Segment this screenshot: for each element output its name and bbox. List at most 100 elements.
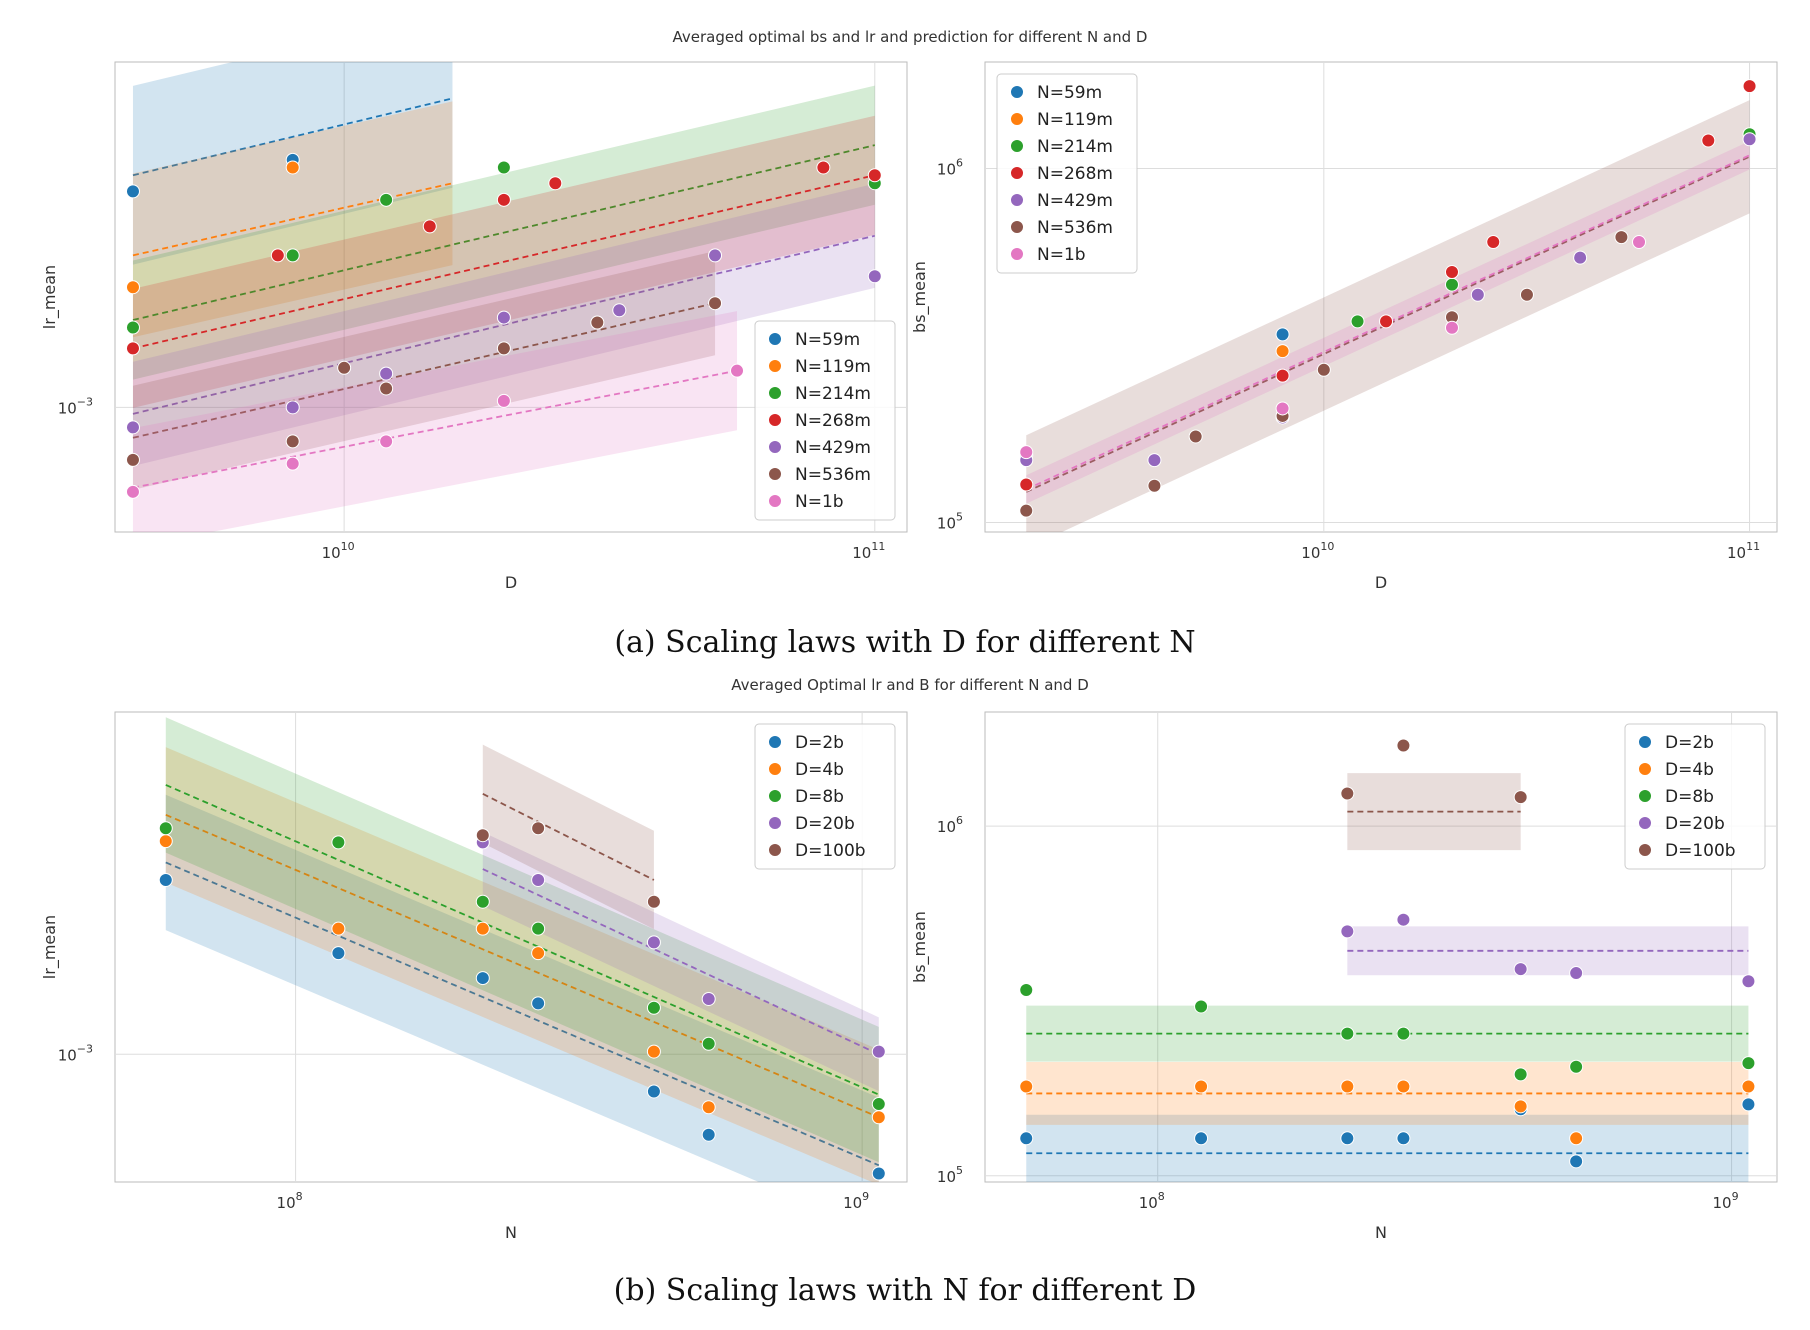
x-tick-label: 1010 [1301,540,1334,562]
data-point-N=536m [285,434,300,449]
legend-frame [1624,723,1766,870]
fit-line-D=100b [482,793,655,881]
data-point-D=4b [1340,1079,1355,1094]
data-point-D=100b [1513,790,1528,805]
data-point-N=429m [708,248,723,263]
data-point-D=100b [646,894,661,909]
data-point-N=536m [125,452,140,467]
confidence-band-D=2b [1026,1114,1749,1182]
legend-frame [996,73,1138,274]
data-point-N=536m [1316,362,1331,377]
data-point-D=20b [1741,974,1756,989]
data-point-D=2b [1396,1131,1411,1146]
legend-label: D=20b [795,814,855,834]
legend-marker [1010,112,1024,126]
plot-marks [158,717,886,1182]
caption-a: (a) Scaling laws with D for different N [614,625,1195,660]
data-point-N=214m [1444,277,1459,292]
data-point-D=4b [1741,1079,1756,1094]
data-point-D=8b [158,821,173,836]
legend-marker [768,762,782,776]
data-point-D=20b [1396,912,1411,927]
data-point-D=4b [475,921,490,936]
data-point-N=536m [1614,230,1629,245]
data-point-D=2b [158,872,173,887]
data-point-N=214m [125,320,140,335]
legend-label: N=268m [1037,164,1113,184]
y-axis-label: bs_mean [910,911,930,983]
data-point-N=1b [1444,320,1459,335]
legend-label: D=4b [1665,760,1714,780]
data-point-D=8b [1513,1067,1528,1082]
legend-label: N=429m [795,438,871,458]
fit-line-N=268m [132,174,875,350]
data-point-N=214m [496,160,511,175]
data-point-N=268m [1275,368,1290,383]
data-point-D=20b [701,991,716,1006]
chart-b-right: 108 109 105 106 Nbs_mean D=2b D=4b D=8b D=20b D=1… [910,711,1778,1242]
legend-marker [1638,843,1652,857]
data-point-D=8b [1340,1026,1355,1041]
data-point-N=429m [1147,453,1162,468]
legend-label: D=100b [1665,841,1736,861]
data-point-N=268m [816,160,831,175]
chart-panels: 1010 1011 10−3 Dlr_mean N=59m N=119m N=214m N=2… [40,61,1778,1242]
data-point-D=20b [1569,966,1584,981]
data-point-N=429m [125,420,140,435]
confidence-band-D=8b [165,717,879,1163]
y-tick-label: 105 [937,510,963,532]
top-figure-title: Averaged optimal bs and lr and predictio… [673,28,1148,46]
legend-marker [768,386,782,400]
x-tick-label: 109 [1713,1190,1739,1212]
legend-label: D=20b [1665,814,1725,834]
legend-label: D=2b [1665,733,1714,753]
x-tick-label: 109 [843,1190,869,1212]
legend-label: N=536m [1037,218,1113,238]
confidence-band-D=20b [482,832,879,1092]
fit-line-N=429m [132,234,876,415]
data-point-D=8b [331,835,346,850]
legend: N=59m N=119m N=214m N=268m N=429m N=536m N=1b [754,320,896,521]
chart-b-left: 108 109 10−3 Nlr_mean D=2b D=4b D=8b D=20b D=100… [40,711,908,1242]
data-point-D=4b [331,921,346,936]
legend-marker [1010,85,1024,99]
legend-marker [1010,247,1024,261]
data-point-N=1b [379,434,394,449]
data-point-D=2b [531,996,546,1011]
data-point-N=429m [612,303,627,318]
x-axis-label: N [1375,1223,1387,1242]
data-point-D=20b [531,872,546,887]
data-point-D=4b [158,834,173,849]
legend-label: N=59m [795,330,860,350]
data-point-D=2b [331,946,346,961]
legend-marker [768,789,782,803]
chart-a-right: 1010 1011105106Dbs_meanN=59mN=119mN=214mN… [910,61,1778,592]
data-point-D=2b [1569,1154,1584,1169]
data-point-D=100b [531,821,546,836]
legend-marker [768,413,782,427]
data-point-D=4b [646,1044,661,1059]
data-point-D=100b [1340,786,1355,801]
y-axis-label: lr_mean [40,265,60,329]
legend: D=2b D=4b D=8b D=20b D=100b [754,723,896,870]
legend-label: N=59m [1037,83,1102,103]
data-point-D=8b [646,1000,661,1015]
data-point-N=268m [496,192,511,207]
legend-marker [1638,816,1652,830]
confidence-band-D=4b [165,747,879,1182]
data-point-D=20b [871,1044,886,1059]
data-point-D=20b [646,935,661,950]
data-point-N=1b [125,484,140,499]
legend-label: N=268m [795,411,871,431]
data-point-D=20b [1340,924,1355,939]
data-point-N=429m [1742,132,1757,147]
confidence-band-D=2b [165,794,879,1182]
data-point-N=1b [730,363,745,378]
fit-line-N=119m [132,182,453,257]
legend-label: N=214m [795,384,871,404]
data-point-N=119m [285,160,300,175]
y-tick-label: 10−3 [58,395,93,417]
data-point-N=268m [1379,314,1394,329]
legend-label: D=8b [1665,787,1714,807]
